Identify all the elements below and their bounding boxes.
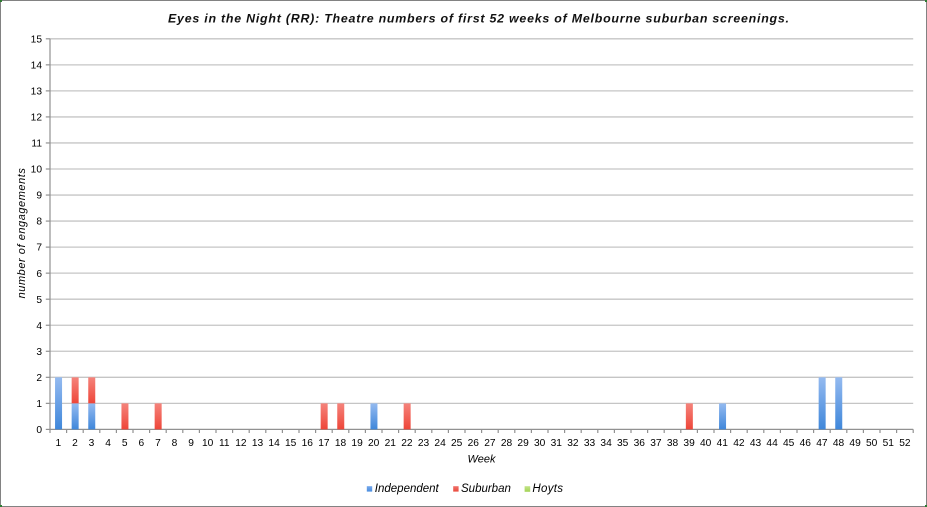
svg-text:7: 7 <box>36 243 42 254</box>
svg-text:9: 9 <box>188 438 194 449</box>
svg-text:2: 2 <box>36 373 42 384</box>
svg-text:50: 50 <box>866 438 878 449</box>
svg-text:13: 13 <box>31 86 43 97</box>
svg-text:22: 22 <box>401 438 413 449</box>
svg-text:3: 3 <box>36 347 42 358</box>
svg-text:14: 14 <box>268 438 280 449</box>
svg-text:19: 19 <box>351 438 363 449</box>
svg-text:16: 16 <box>302 438 314 449</box>
svg-text:number of engagements: number of engagements <box>16 168 28 299</box>
svg-text:36: 36 <box>634 438 646 449</box>
svg-text:20: 20 <box>368 438 380 449</box>
svg-text:12: 12 <box>235 438 247 449</box>
svg-text:10: 10 <box>31 165 43 176</box>
svg-text:3: 3 <box>89 438 95 449</box>
svg-text:38: 38 <box>667 438 679 449</box>
svg-text:Hoyts: Hoyts <box>532 483 563 495</box>
svg-text:23: 23 <box>418 438 430 449</box>
svg-text:2: 2 <box>72 438 78 449</box>
svg-text:4: 4 <box>105 438 111 449</box>
svg-text:7: 7 <box>155 438 161 449</box>
svg-text:35: 35 <box>617 438 629 449</box>
svg-text:24: 24 <box>434 438 446 449</box>
svg-text:10: 10 <box>202 438 214 449</box>
svg-text:5: 5 <box>36 295 42 306</box>
svg-text:Suburban: Suburban <box>461 483 511 495</box>
svg-text:21: 21 <box>385 438 397 449</box>
svg-text:1: 1 <box>36 399 42 410</box>
svg-text:39: 39 <box>683 438 695 449</box>
svg-text:Eyes in the Night (RR): Theatr: Eyes in the Night (RR): Theatre numbers … <box>168 12 789 26</box>
svg-text:43: 43 <box>750 438 762 449</box>
svg-text:18: 18 <box>335 438 347 449</box>
svg-text:37: 37 <box>650 438 662 449</box>
svg-text:13: 13 <box>252 438 264 449</box>
svg-text:49: 49 <box>849 438 861 449</box>
svg-text:31: 31 <box>551 438 563 449</box>
svg-text:14: 14 <box>31 60 43 71</box>
svg-text:51: 51 <box>883 438 895 449</box>
svg-text:1: 1 <box>55 438 61 449</box>
svg-text:15: 15 <box>285 438 297 449</box>
svg-text:26: 26 <box>468 438 480 449</box>
svg-text:17: 17 <box>318 438 330 449</box>
svg-text:52: 52 <box>899 438 911 449</box>
svg-text:4: 4 <box>36 321 42 332</box>
svg-text:5: 5 <box>122 438 128 449</box>
svg-text:0: 0 <box>36 425 42 436</box>
svg-text:Independent: Independent <box>375 483 440 495</box>
svg-text:6: 6 <box>138 438 144 449</box>
svg-text:12: 12 <box>31 113 43 124</box>
svg-text:42: 42 <box>733 438 745 449</box>
svg-text:8: 8 <box>172 438 178 449</box>
svg-text:33: 33 <box>584 438 596 449</box>
svg-text:9: 9 <box>36 191 42 202</box>
svg-text:40: 40 <box>700 438 712 449</box>
svg-text:6: 6 <box>36 269 42 280</box>
svg-text:29: 29 <box>517 438 529 449</box>
svg-text:41: 41 <box>717 438 729 449</box>
svg-text:11: 11 <box>219 438 230 449</box>
svg-text:46: 46 <box>800 438 812 449</box>
svg-text:32: 32 <box>567 438 579 449</box>
svg-text:28: 28 <box>501 438 513 449</box>
svg-text:25: 25 <box>451 438 463 449</box>
svg-text:48: 48 <box>833 438 845 449</box>
svg-text:45: 45 <box>783 438 795 449</box>
svg-text:8: 8 <box>36 217 42 228</box>
svg-text:11: 11 <box>31 139 42 150</box>
svg-text:15: 15 <box>31 34 43 45</box>
svg-text:47: 47 <box>816 438 828 449</box>
svg-text:30: 30 <box>534 438 546 449</box>
svg-text:27: 27 <box>484 438 496 449</box>
svg-text:44: 44 <box>766 438 778 449</box>
svg-text:Week: Week <box>468 454 496 466</box>
svg-text:34: 34 <box>600 438 612 449</box>
